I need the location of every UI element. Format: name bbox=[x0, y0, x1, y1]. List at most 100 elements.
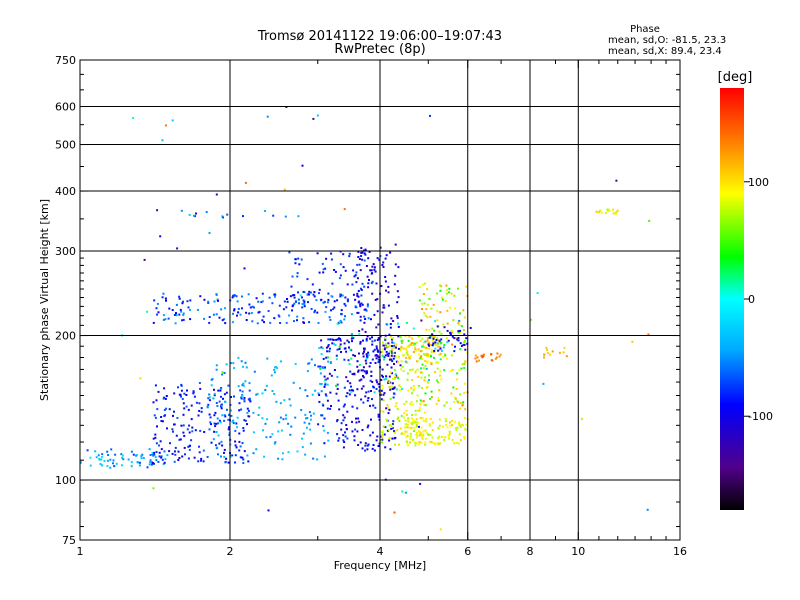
data-point bbox=[459, 331, 462, 334]
data-point bbox=[450, 419, 453, 422]
data-point bbox=[340, 351, 342, 353]
data-point bbox=[239, 389, 242, 392]
data-point bbox=[443, 326, 446, 329]
data-point bbox=[256, 392, 259, 395]
data-point bbox=[339, 343, 342, 346]
data-point bbox=[384, 338, 387, 341]
data-point bbox=[380, 410, 383, 413]
data-point bbox=[153, 451, 156, 454]
data-point bbox=[322, 357, 325, 360]
data-point bbox=[394, 274, 397, 277]
data-point bbox=[377, 383, 380, 386]
data-point bbox=[233, 294, 236, 297]
data-point bbox=[377, 356, 380, 359]
data-point bbox=[417, 375, 420, 378]
data-point bbox=[332, 342, 335, 345]
data-point bbox=[319, 365, 322, 368]
data-point bbox=[338, 408, 341, 411]
data-point bbox=[359, 287, 362, 290]
data-point bbox=[391, 437, 394, 440]
data-point bbox=[370, 418, 372, 421]
data-point bbox=[389, 356, 392, 359]
data-point bbox=[369, 337, 372, 340]
data-point bbox=[231, 296, 234, 299]
data-point bbox=[546, 352, 549, 355]
data-point bbox=[396, 301, 399, 304]
data-point bbox=[442, 346, 445, 349]
data-point bbox=[183, 434, 186, 437]
data-point bbox=[103, 460, 106, 462]
data-point bbox=[382, 425, 385, 428]
colorbar-tick-label: 100 bbox=[748, 176, 769, 189]
data-point bbox=[375, 388, 378, 390]
data-point bbox=[283, 399, 286, 402]
data-point bbox=[139, 461, 141, 464]
data-point bbox=[238, 432, 241, 435]
data-point bbox=[421, 437, 424, 440]
data-point bbox=[390, 317, 393, 320]
data-point bbox=[240, 360, 243, 363]
data-point bbox=[208, 232, 211, 234]
data-point bbox=[286, 298, 288, 300]
data-point bbox=[340, 428, 343, 431]
data-point bbox=[234, 461, 236, 464]
data-point bbox=[393, 431, 396, 434]
data-point bbox=[171, 428, 174, 431]
data-point bbox=[435, 339, 438, 341]
data-point bbox=[439, 342, 442, 345]
data-point bbox=[381, 348, 384, 351]
data-point bbox=[432, 442, 435, 445]
data-point bbox=[431, 429, 434, 432]
data-point bbox=[607, 210, 610, 213]
data-point bbox=[362, 369, 365, 372]
data-point bbox=[455, 429, 458, 431]
data-point bbox=[299, 387, 302, 390]
data-point bbox=[390, 366, 393, 369]
data-point bbox=[351, 373, 354, 376]
data-point bbox=[130, 450, 133, 453]
data-point bbox=[178, 457, 181, 459]
data-point bbox=[163, 450, 166, 453]
data-point bbox=[162, 314, 165, 317]
data-point bbox=[221, 371, 224, 374]
data-point bbox=[336, 388, 339, 390]
data-point bbox=[165, 299, 167, 302]
data-point bbox=[198, 410, 201, 412]
data-point bbox=[392, 342, 395, 344]
data-point bbox=[410, 423, 413, 426]
data-point bbox=[326, 407, 329, 410]
data-point bbox=[344, 435, 347, 438]
data-point bbox=[329, 318, 332, 321]
data-point bbox=[101, 453, 104, 456]
data-point bbox=[279, 402, 282, 405]
data-point bbox=[336, 420, 338, 423]
data-point bbox=[285, 321, 288, 324]
data-point bbox=[303, 300, 306, 303]
data-point bbox=[340, 309, 343, 312]
data-point bbox=[413, 419, 415, 422]
data-point bbox=[200, 459, 202, 462]
data-point bbox=[406, 434, 409, 437]
data-point bbox=[218, 400, 221, 403]
data-point bbox=[327, 298, 330, 301]
data-point bbox=[348, 255, 351, 258]
data-point bbox=[389, 371, 392, 374]
data-point bbox=[319, 367, 322, 369]
data-point bbox=[269, 321, 272, 324]
data-point bbox=[543, 353, 546, 356]
data-point bbox=[459, 439, 462, 442]
data-point bbox=[372, 350, 375, 353]
data-point bbox=[411, 342, 414, 344]
data-point bbox=[421, 337, 424, 340]
data-point bbox=[350, 390, 353, 393]
data-point bbox=[411, 368, 414, 371]
data-point bbox=[273, 442, 276, 445]
data-point bbox=[369, 362, 372, 364]
data-point bbox=[308, 290, 311, 293]
data-point bbox=[376, 381, 379, 384]
data-point bbox=[444, 354, 447, 357]
data-point bbox=[315, 299, 318, 302]
data-point bbox=[238, 449, 241, 452]
data-point bbox=[384, 426, 387, 429]
data-point bbox=[382, 410, 385, 413]
